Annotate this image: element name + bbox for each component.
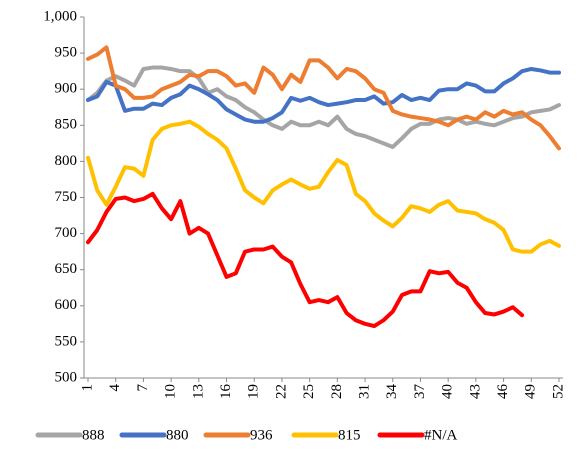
x-tick-label: 19 (246, 384, 262, 399)
y-tick-label: 900 (55, 81, 78, 97)
y-tick-label: 800 (55, 153, 78, 169)
x-tick-label: 31 (356, 384, 372, 399)
series-line (86, 119, 561, 254)
legend-label: 888 (82, 427, 105, 443)
x-tick-label: 52 (550, 384, 566, 399)
x-tick-label: 1 (79, 384, 95, 392)
series-line (86, 191, 525, 329)
x-tick-label: 43 (467, 384, 483, 399)
x-tick-label: 34 (384, 384, 400, 400)
x-tick-label: 46 (495, 384, 511, 400)
y-tick-label: 600 (55, 297, 78, 313)
y-tick-label: 650 (55, 261, 78, 277)
legend-label: 880 (166, 427, 189, 443)
y-tick-label: 500 (55, 369, 78, 385)
legend-label: 815 (338, 427, 361, 443)
y-tick-label: 1,000 (43, 8, 77, 24)
y-tick-label: 950 (55, 45, 78, 61)
y-tick-label: 750 (55, 189, 78, 205)
x-tick-label: 49 (523, 384, 539, 399)
series-line (86, 66, 561, 124)
x-tick-label: 28 (329, 384, 345, 399)
x-tick-label: 25 (301, 384, 317, 399)
x-tick-label: 7 (135, 384, 151, 392)
series-line (86, 65, 561, 149)
y-tick-label: 850 (55, 117, 78, 133)
y-tick-label: 550 (55, 333, 78, 349)
x-tick-label: 22 (273, 384, 289, 399)
y-tick-label: 700 (55, 225, 78, 241)
x-tick-label: 40 (440, 384, 456, 399)
x-tick-label: 16 (218, 384, 234, 400)
legend-label: 936 (250, 427, 273, 443)
x-tick-label: 13 (190, 384, 206, 399)
x-tick-label: 10 (163, 384, 179, 399)
x-tick-label: 4 (107, 384, 123, 392)
series-line (86, 45, 561, 151)
x-tick-label: 37 (412, 384, 428, 400)
legend-label: #N/A (424, 427, 458, 443)
